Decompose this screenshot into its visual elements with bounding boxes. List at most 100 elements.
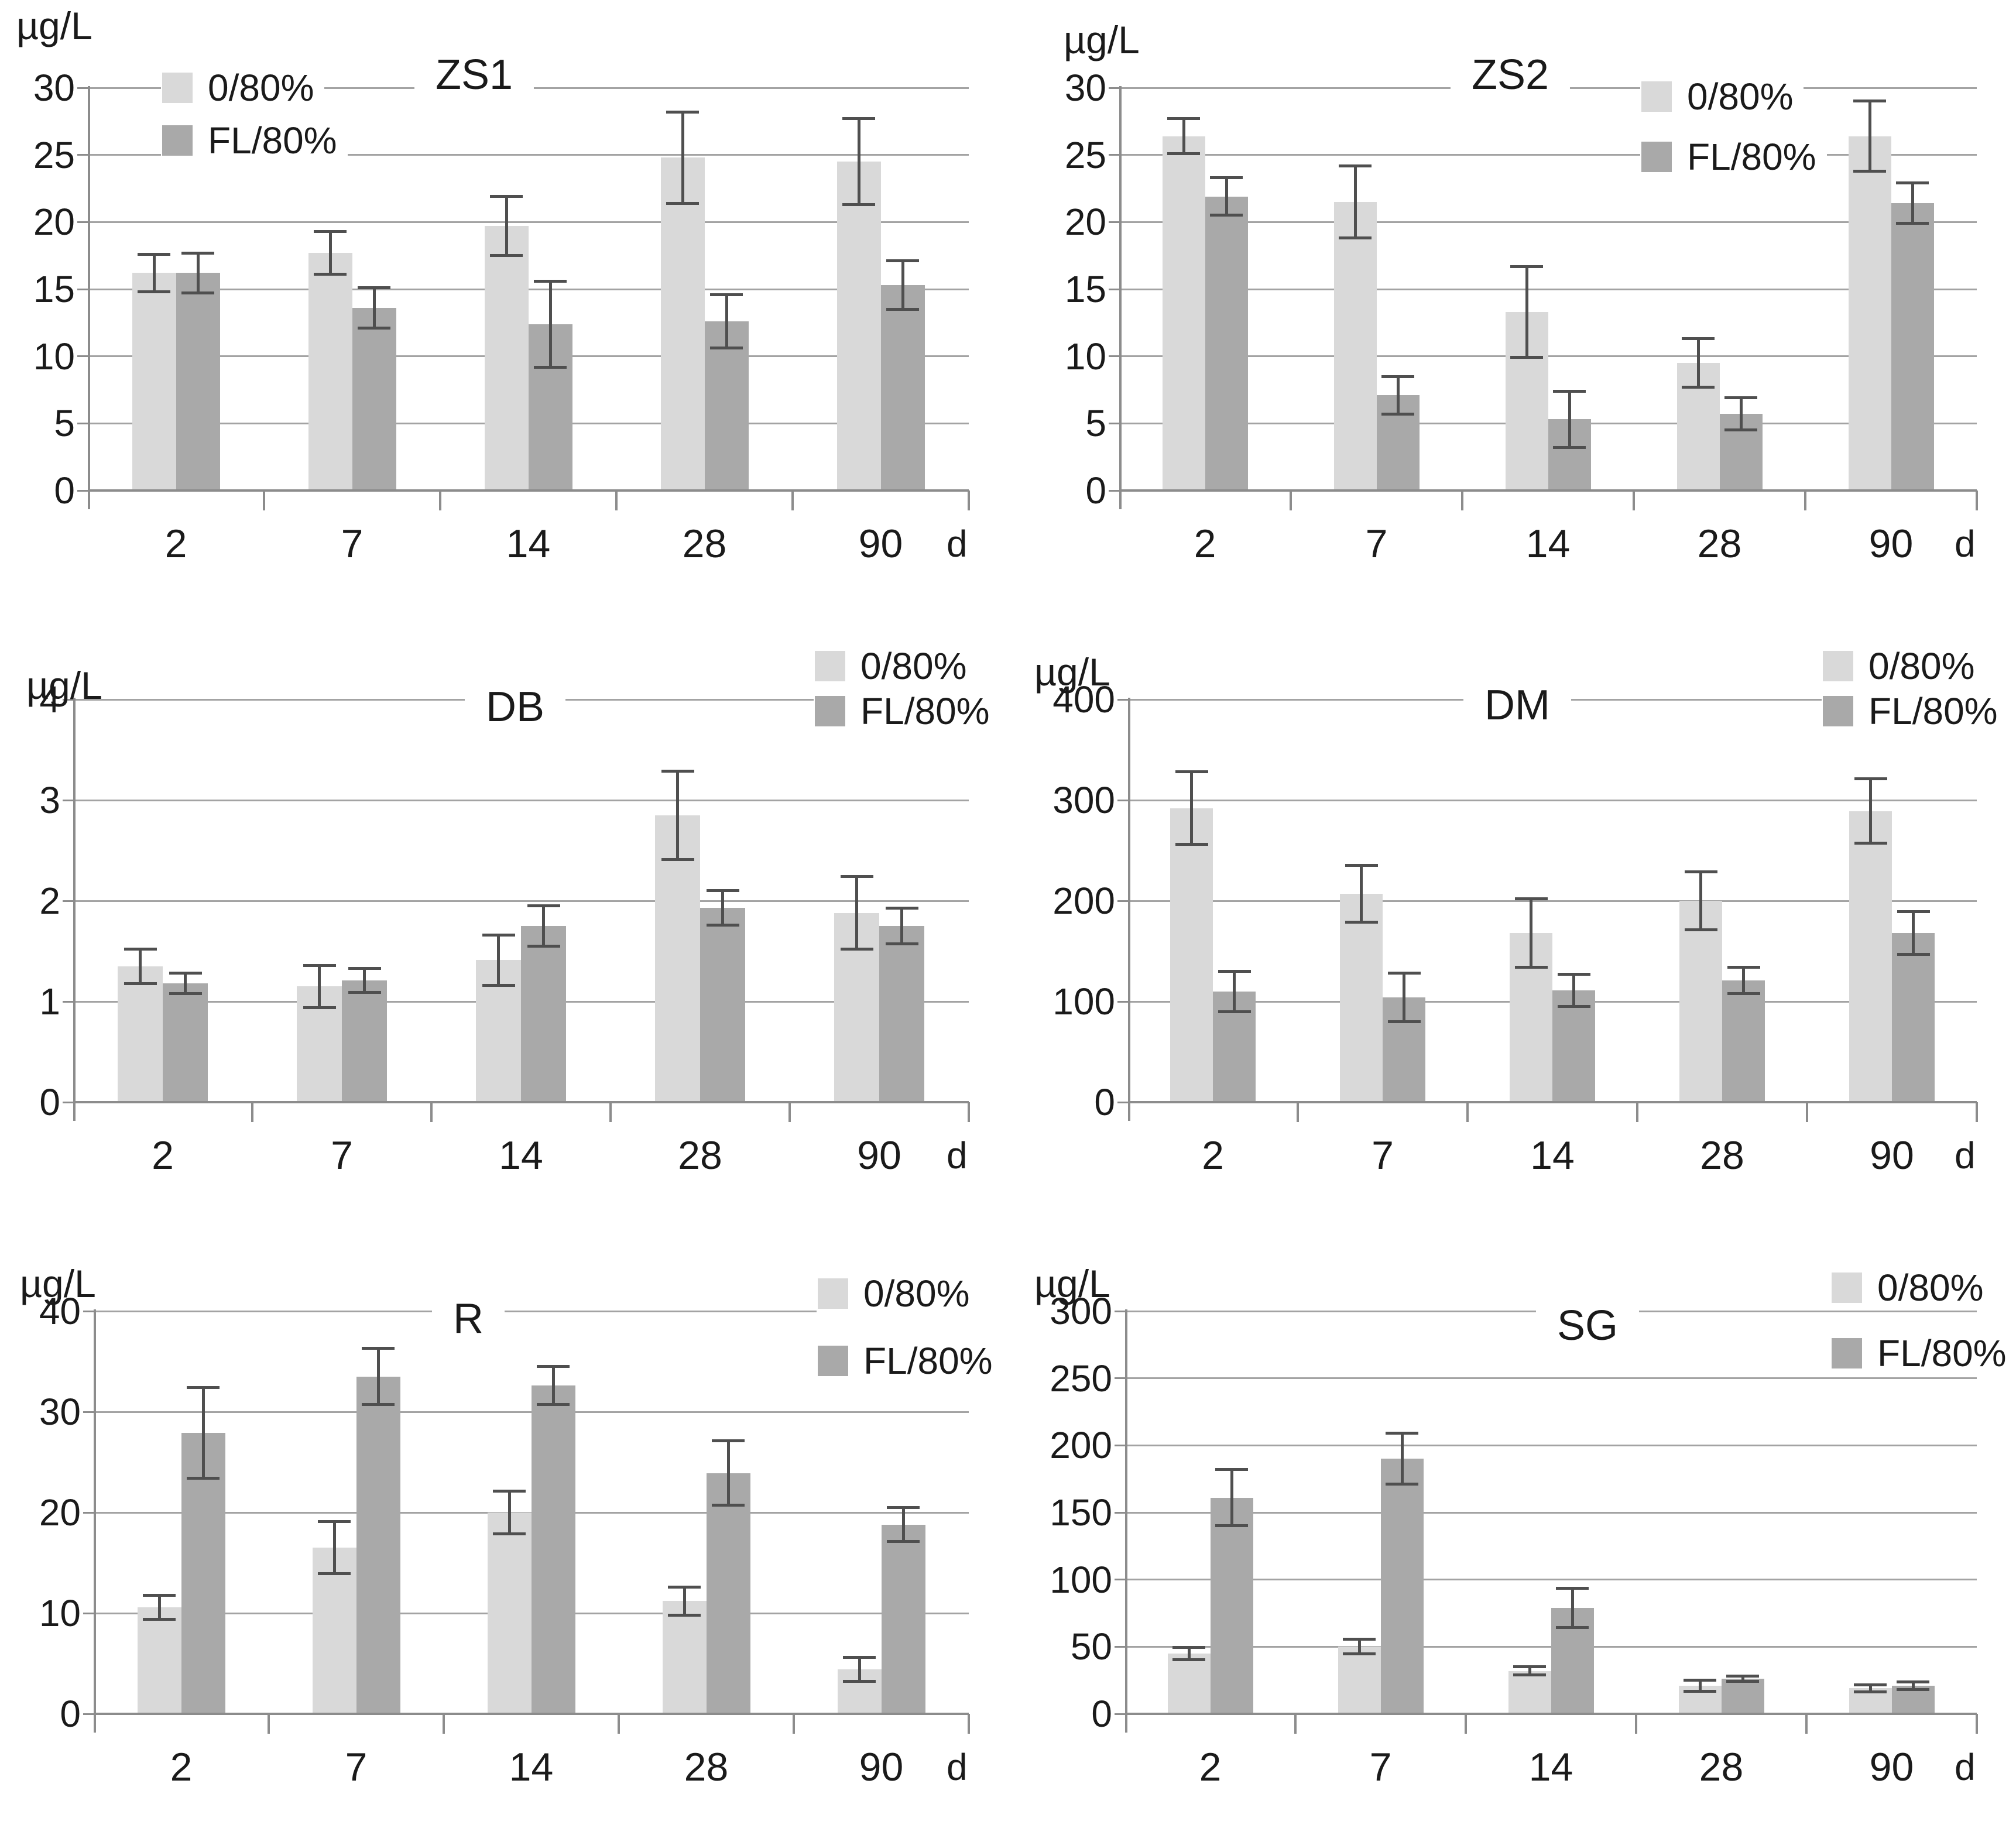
error-bar-line (1190, 771, 1193, 845)
y-tick-label: 10 (33, 335, 75, 378)
y-tick-label: 15 (1064, 268, 1106, 310)
x-axis-tick (968, 491, 970, 510)
y-axis-tick (77, 87, 88, 89)
bar-FL/80%-14d (521, 926, 566, 1102)
error-bar-cap-bottom (1727, 992, 1760, 995)
error-bar-line (1400, 1433, 1404, 1484)
y-axis-line (73, 698, 76, 1121)
y-axis-tick (1117, 1101, 1128, 1103)
y-axis-unit-label: µg/L (26, 664, 102, 707)
y-tick-label: 0 (1085, 469, 1106, 512)
x-axis-line (73, 1101, 969, 1103)
y-tick-label: 2 (39, 880, 60, 922)
error-bar-cap-top (1556, 1587, 1589, 1590)
error-bar-line (676, 771, 679, 860)
error-bar-cap-bottom (143, 1617, 176, 1621)
error-bar-cap-bottom (537, 1403, 570, 1407)
bar-0/80%-14d (484, 226, 529, 491)
bar-0/80%-7d (1333, 201, 1377, 491)
error-bar-cap-bottom (534, 365, 567, 369)
gridline-y3 (73, 799, 969, 801)
error-bar-cap-top (1897, 1680, 1929, 1684)
error-bar-cap-bottom (527, 944, 560, 948)
y-axis-tick (1115, 1645, 1125, 1648)
error-bar-cap-top (1557, 973, 1590, 976)
y-axis-tick (1115, 1713, 1125, 1715)
error-bar-cap-bottom (1684, 928, 1717, 932)
x-axis-line (1119, 489, 1977, 492)
x-axis-tick (1976, 1102, 1978, 1122)
error-bar-cap-top (493, 1490, 526, 1493)
x-axis-tick (1805, 1714, 1808, 1734)
x-tick-label: 7 (345, 1745, 368, 1789)
error-bar-line (1868, 1685, 1872, 1692)
error-bar-line (721, 890, 724, 925)
x-axis-tick (609, 1102, 612, 1122)
x-tick-label: 7 (331, 1133, 353, 1178)
error-bar-line (1225, 177, 1228, 215)
legend-label: FL/80% (860, 690, 990, 732)
y-tick-label: 20 (39, 1491, 81, 1534)
error-bar-cap-top (1210, 176, 1243, 180)
error-bar-cap-top (666, 110, 699, 114)
x-tick-label: 90 (1869, 1745, 1914, 1789)
error-bar-cap-top (1381, 375, 1414, 378)
error-bar-cap-bottom (661, 858, 694, 861)
error-bar-cap-bottom (1215, 1524, 1248, 1528)
y-tick-label: 4 (39, 678, 60, 721)
x-tick-label: 28 (684, 1745, 729, 1789)
x-tick-label: 7 (1372, 1133, 1394, 1178)
error-bar-cap-top (668, 1585, 701, 1589)
error-bar-cap-bottom (887, 1540, 920, 1544)
gridline-y150 (1125, 1511, 1977, 1514)
error-bar-cap-bottom (710, 347, 743, 350)
bar-FL/80%-90d (880, 285, 925, 491)
x-axis-line (94, 1713, 969, 1715)
y-axis-tick (1109, 422, 1119, 424)
x-tick-label: 90 (857, 1133, 901, 1178)
error-bar-cap-top (314, 229, 347, 233)
x-axis-tick (1461, 491, 1463, 510)
error-bar-line (328, 231, 332, 275)
error-bar-cap-bottom (169, 992, 202, 995)
error-bar-line (1869, 778, 1872, 843)
x-axis-tick (430, 1102, 433, 1122)
error-bar-cap-top (1853, 100, 1886, 103)
legend-swatch-0/80% (162, 73, 193, 103)
error-bar-cap-bottom (885, 942, 918, 946)
bar-FL/80%-28d (700, 908, 745, 1102)
x-axis-tick (1806, 1102, 1808, 1122)
error-bar-cap-bottom (1387, 1020, 1421, 1023)
bar-0/80%-2d (1167, 1653, 1211, 1714)
gridline-y20 (88, 221, 969, 223)
legend-item-FL/80%: FL/80% (814, 692, 1000, 730)
x-axis-line (1128, 1101, 1977, 1103)
x-tick-label: 2 (164, 522, 187, 566)
bar-FL/80%-28d (1721, 1679, 1764, 1714)
error-bar-line (157, 1595, 161, 1620)
x-axis-tick (263, 491, 265, 510)
y-tick-label: 5 (54, 402, 75, 445)
error-bar-cap-top (187, 1386, 220, 1390)
legend-swatch-FL/80% (162, 125, 193, 156)
error-bar-cap-bottom (138, 290, 170, 294)
y-axis-unit-label: µg/L (16, 4, 92, 47)
bar-FL/80%-2d (163, 983, 208, 1102)
legend-item-FL/80%: FL/80% (1822, 692, 2008, 730)
chart-title: DM (1463, 678, 1571, 732)
x-axis-line (1125, 1713, 1977, 1715)
y-tick-label: 200 (1050, 1424, 1112, 1467)
error-bar-line (1530, 898, 1532, 968)
error-bar-line (542, 906, 545, 946)
error-bar-line (376, 1348, 380, 1405)
legend-swatch-0/80% (1832, 1273, 1862, 1303)
bar-FL/80%-28d (1722, 980, 1765, 1102)
y-tick-label: 0 (39, 1081, 60, 1123)
x-axis-unit-label: d (947, 1134, 968, 1177)
legend-item-0/80%: 0/80% (1640, 78, 1804, 115)
error-bar-line (681, 112, 684, 204)
error-bar-line (318, 965, 321, 1008)
bar-FL/80%-90d (879, 926, 924, 1102)
y-axis-tick (1117, 1000, 1128, 1003)
y-tick-label: 15 (33, 268, 75, 310)
